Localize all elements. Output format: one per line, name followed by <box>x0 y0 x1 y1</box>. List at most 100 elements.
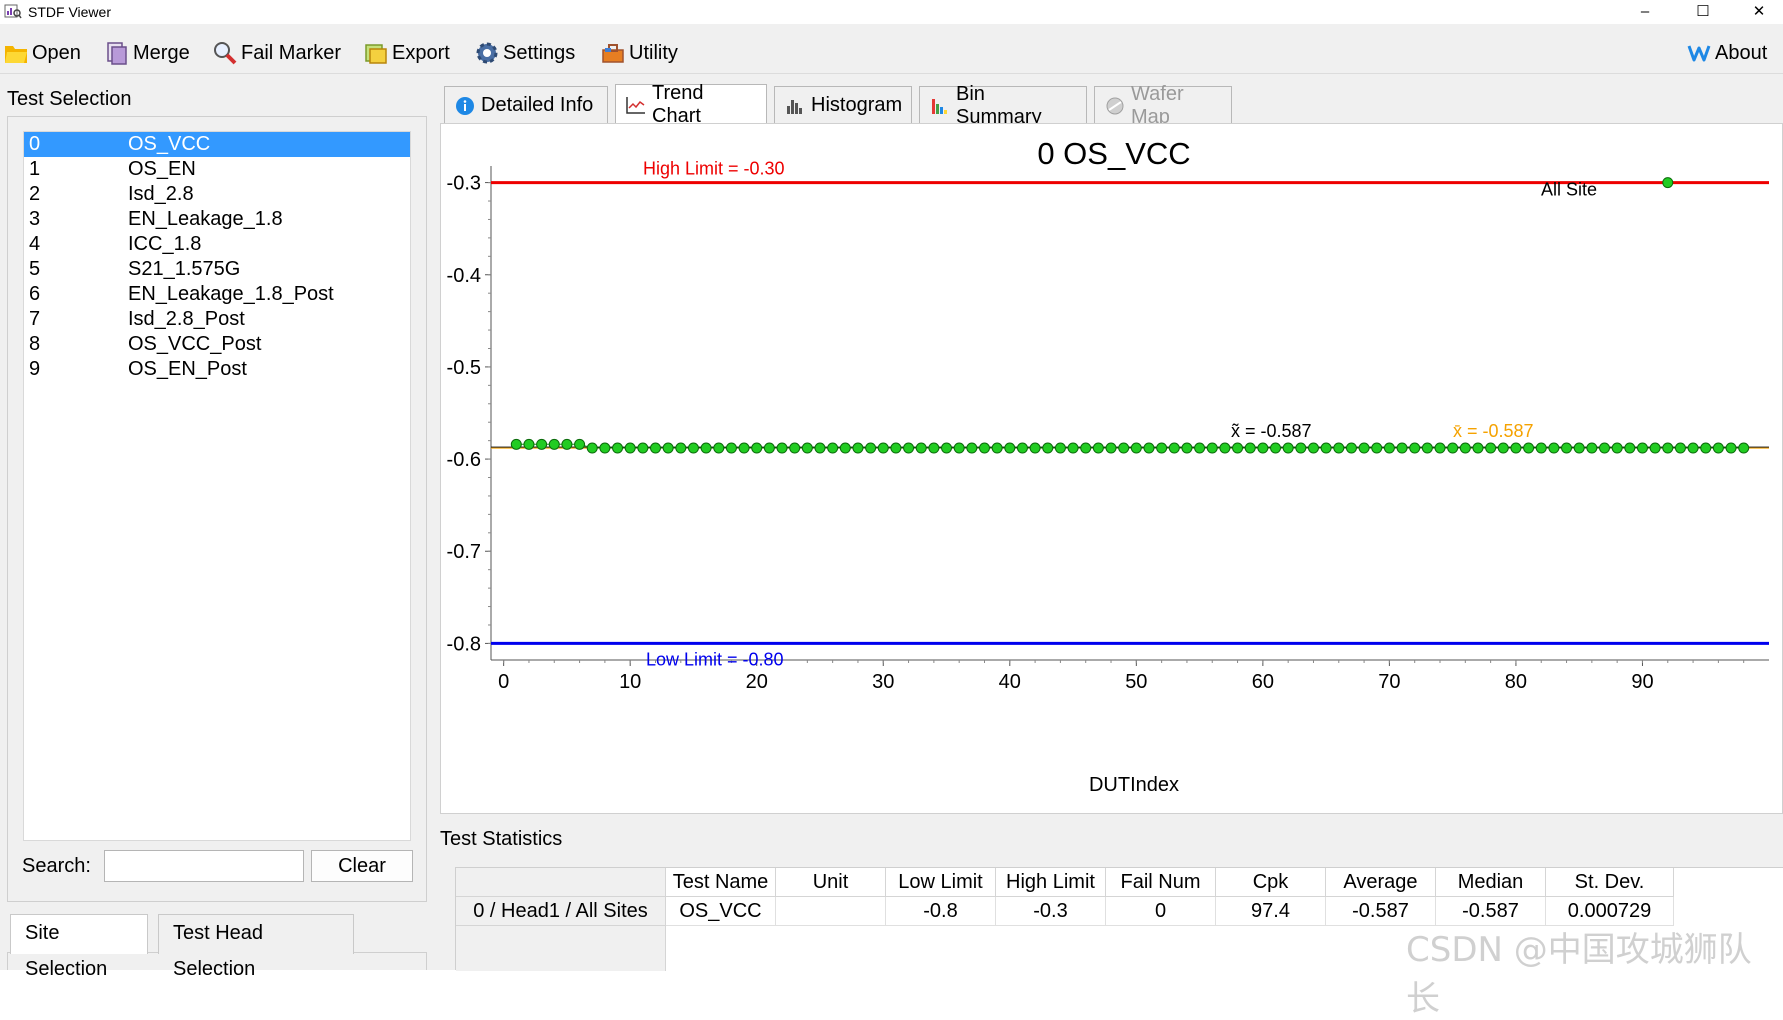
data-point <box>1624 442 1636 454</box>
table-cell[interactable]: 0 <box>1106 897 1216 926</box>
data-point <box>1523 442 1535 454</box>
merge-icon <box>107 42 127 65</box>
gear-icon <box>476 42 498 64</box>
table-cell[interactable] <box>776 897 886 926</box>
chart-annotations: High Limit = -0.30 Low Limit = -0.80 x̃ = … <box>643 159 1597 670</box>
column-header[interactable]: Median <box>1436 868 1546 897</box>
data-point <box>1295 442 1307 454</box>
test-index: 6 <box>29 283 41 305</box>
histogram-icon <box>787 99 802 114</box>
column-header[interactable]: Test Name <box>666 868 776 897</box>
column-header[interactable]: Average <box>1326 868 1436 897</box>
data-point <box>852 442 864 454</box>
tab-detailed-info[interactable]: Detailed Info <box>444 86 608 124</box>
tab-trend-chart[interactable]: Trend Chart <box>615 82 767 127</box>
data-point <box>1472 442 1484 454</box>
settings-button[interactable]: Settings <box>474 36 575 70</box>
data-point <box>1320 442 1332 454</box>
clear-button[interactable]: Clear <box>311 850 413 882</box>
list-item[interactable]: 5 S21_1.575G <box>24 257 410 282</box>
table-cell[interactable]: 97.4 <box>1216 897 1326 926</box>
trend-chart[interactable]: 0 OS_VCC -0.3 -0.4 -0.5 -0.6 -0.7 -0.8 0 10 20 30… <box>441 124 1783 815</box>
list-item[interactable]: 0 OS_VCC <box>24 132 410 157</box>
list-item[interactable]: 2 Isd_2.8 <box>24 182 410 207</box>
open-button[interactable]: Open <box>3 36 81 70</box>
list-item[interactable]: 1 OS_EN <box>24 157 410 182</box>
list-item[interactable]: 7 Isd_2.8_Post <box>24 307 410 332</box>
tab-wafer-map[interactable]: Wafer Map <box>1094 83 1232 128</box>
data-point <box>1712 442 1724 454</box>
data-point <box>1738 442 1750 454</box>
table-row-header-empty <box>456 926 666 971</box>
table-row-header[interactable]: 0 / Head1 / All Sites <box>456 897 666 926</box>
column-header[interactable]: High Limit <box>996 868 1106 897</box>
search-input[interactable] <box>104 850 304 882</box>
data-point <box>612 442 624 454</box>
column-header[interactable]: Low Limit <box>886 868 996 897</box>
utility-button[interactable]: Utility <box>600 36 678 70</box>
table-corner <box>456 868 666 897</box>
test-statistics-title: Test Statistics <box>440 828 563 850</box>
magnifier-icon <box>214 42 237 65</box>
list-item[interactable]: 3 EN_Leakage_1.8 <box>24 207 410 232</box>
data-point <box>1282 442 1294 454</box>
list-item[interactable]: 6 EN_Leakage_1.8_Post <box>24 282 410 307</box>
test-index: 0 <box>29 133 41 155</box>
maximize-button[interactable]: ☐ <box>1696 3 1710 20</box>
export-button[interactable]: Export <box>363 36 450 70</box>
data-point <box>915 442 927 454</box>
test-list[interactable]: 0 OS_VCC 1 OS_EN 2 Isd_2.8 3 EN_Leakage_1.8 4 ICC… <box>23 131 411 841</box>
test-name: EN_Leakage_1.8 <box>128 208 283 230</box>
table-cell[interactable]: OS_VCC <box>666 897 776 926</box>
data-point <box>1725 442 1737 454</box>
search-label: Search: <box>22 855 91 877</box>
data-point <box>738 442 750 454</box>
tab-bin-summary[interactable]: Bin Summary <box>919 83 1087 128</box>
about-button[interactable]: About <box>1686 36 1767 70</box>
data-point <box>1219 442 1231 454</box>
tab-detailed-info-label: Detailed Info <box>481 94 594 116</box>
tab-histogram-label: Histogram <box>811 94 903 116</box>
table-cell[interactable]: -0.587 <box>1436 897 1546 926</box>
data-point <box>978 442 990 454</box>
list-item[interactable]: 8 OS_VCC_Post <box>24 332 410 357</box>
data-point <box>1270 442 1282 454</box>
data-point <box>1497 442 1509 454</box>
table-cell[interactable]: -0.587 <box>1326 897 1436 926</box>
list-item[interactable]: 4 ICC_1.8 <box>24 232 410 257</box>
data-point <box>1194 442 1206 454</box>
data-point <box>1573 442 1585 454</box>
tab-site-selection[interactable]: Site Selection <box>10 914 148 980</box>
tab-histogram[interactable]: Histogram <box>774 86 912 124</box>
data-point <box>1029 442 1041 454</box>
list-item[interactable]: 9 OS_EN_Post <box>24 357 410 382</box>
x-tick-label: 60 <box>1252 671 1274 693</box>
column-header[interactable]: Fail Num <box>1106 868 1216 897</box>
test-name: OS_EN_Post <box>128 358 247 380</box>
fail-marker-button[interactable]: Fail Marker <box>212 36 341 70</box>
table-cell[interactable]: 0.000729 <box>1546 897 1674 926</box>
trend-chart-panel: 0 OS_VCC -0.3 -0.4 -0.5 -0.6 -0.7 -0.8 0 10 20 30… <box>440 123 1783 814</box>
data-point <box>1687 442 1699 454</box>
data-point <box>624 442 636 454</box>
data-point <box>941 442 953 454</box>
minimize-button[interactable]: – <box>1640 3 1650 20</box>
chart-limit-lines <box>491 181 1769 645</box>
column-header[interactable]: St. Dev. <box>1546 868 1674 897</box>
merge-button[interactable]: Merge <box>104 36 190 70</box>
close-button[interactable]: ✕ <box>1752 3 1766 20</box>
data-point <box>1067 442 1079 454</box>
tab-test-head-selection[interactable]: Test Head Selection <box>158 914 354 980</box>
test-name: OS_VCC <box>128 133 211 155</box>
trend-chart-icon <box>626 97 645 114</box>
table-cell[interactable]: -0.3 <box>996 897 1106 926</box>
table-cell[interactable]: -0.8 <box>886 897 996 926</box>
app-icon <box>4 4 22 19</box>
column-header[interactable]: Cpk <box>1216 868 1326 897</box>
tab-wafer-map-label: Wafer Map <box>1131 82 1184 128</box>
test-name: Isd_2.8_Post <box>128 308 245 330</box>
data-point <box>1345 442 1357 454</box>
data-point <box>1700 442 1712 454</box>
column-header[interactable]: Unit <box>776 868 886 897</box>
data-point <box>1156 442 1168 454</box>
